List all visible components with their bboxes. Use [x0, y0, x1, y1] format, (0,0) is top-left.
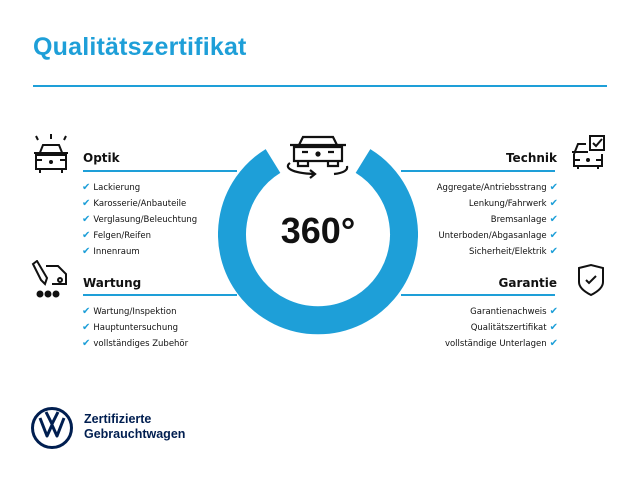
- optik-heading: Optik: [83, 151, 120, 165]
- list-item: Qualitätszertifikat ✔: [470, 322, 558, 333]
- vw-logo: [31, 407, 73, 449]
- check-icon: ✔: [549, 230, 558, 241]
- list-item: Garantienachweis ✔: [470, 306, 558, 317]
- car-lights-icon: [34, 134, 68, 173]
- brand-line1: Zertifizierte: [84, 412, 152, 426]
- badge-number: 360°: [281, 210, 355, 251]
- check-icon: ✔: [82, 182, 91, 193]
- list-item: Bremsanlage ✔: [490, 214, 558, 225]
- check-icon: ✔: [549, 182, 558, 193]
- garantie-list: Garantienachweis ✔ Qualitätszertifikat ✔ v…: [445, 304, 558, 352]
- list-item: ✔ Innenraum: [82, 246, 140, 257]
- list-item: ✔ Felgen/Reifen: [82, 230, 152, 241]
- car-checklist-icon: [572, 135, 605, 169]
- check-icon: ✔: [82, 338, 91, 349]
- list-item: ✔ Lackierung: [82, 182, 141, 193]
- technik-divider: [401, 170, 555, 172]
- list-item: Unterboden/Abgasanlage ✔: [438, 230, 558, 241]
- wartung-divider: [83, 294, 237, 296]
- list-item: ✔ Wartung/Inspektion: [82, 306, 177, 317]
- technik-list: Aggregate/Antriebsstrang ✔ Lenkung/Fahrwe…: [437, 180, 558, 260]
- badge-ring: [218, 149, 418, 335]
- list-item: ✔ vollständiges Zubehör: [82, 338, 189, 349]
- technik-heading: Technik: [505, 151, 557, 165]
- check-icon: ✔: [82, 322, 91, 333]
- service-pen-icon: [31, 260, 67, 298]
- car-rotate-icon: [286, 135, 349, 179]
- list-item: Sicherheit/Elektrik ✔: [469, 246, 558, 257]
- check-icon: ✔: [549, 246, 558, 257]
- optik-list: ✔ Lackierung ✔ Karosserie/Anbauteile ✔ Verg…: [82, 180, 197, 260]
- list-item: vollständige Unterlagen ✔: [444, 338, 558, 349]
- check-icon: ✔: [549, 198, 558, 209]
- 360-check-badge: 360° Gebrauchtwagen-Check: [218, 135, 418, 335]
- optik-divider: [83, 170, 237, 172]
- brand-text: Zertifizierte Gebrauchtwagen: [84, 412, 185, 442]
- title-divider: [33, 85, 607, 87]
- check-icon: ✔: [549, 214, 558, 225]
- check-icon: ✔: [82, 246, 91, 257]
- brand-line2: Gebrauchtwagen: [84, 427, 186, 441]
- check-icon: ✔: [82, 306, 91, 317]
- garantie-heading: Garantie: [498, 276, 558, 290]
- check-icon: ✔: [549, 338, 558, 349]
- garantie-divider: [401, 294, 555, 296]
- wartung-heading: Wartung: [83, 276, 142, 290]
- list-item: ✔ Verglasung/Beleuchtung: [82, 214, 198, 225]
- check-icon: ✔: [82, 230, 91, 241]
- check-icon: ✔: [82, 214, 91, 225]
- list-item: ✔ Karosserie/Anbauteile: [82, 198, 187, 209]
- check-icon: ✔: [82, 198, 91, 209]
- list-item: Aggregate/Antriebsstrang ✔: [436, 182, 558, 193]
- wartung-list: ✔ Wartung/Inspektion ✔ Hauptuntersuchung ✔…: [82, 304, 188, 352]
- list-item: Lenkung/Fahrwerk ✔: [468, 198, 558, 209]
- page-title: Qualitätszertifikat: [33, 33, 247, 61]
- list-item: ✔ Hauptuntersuchung: [82, 322, 178, 333]
- shield-check-icon: [578, 263, 604, 297]
- check-icon: ✔: [549, 306, 558, 317]
- check-icon: ✔: [549, 322, 558, 333]
